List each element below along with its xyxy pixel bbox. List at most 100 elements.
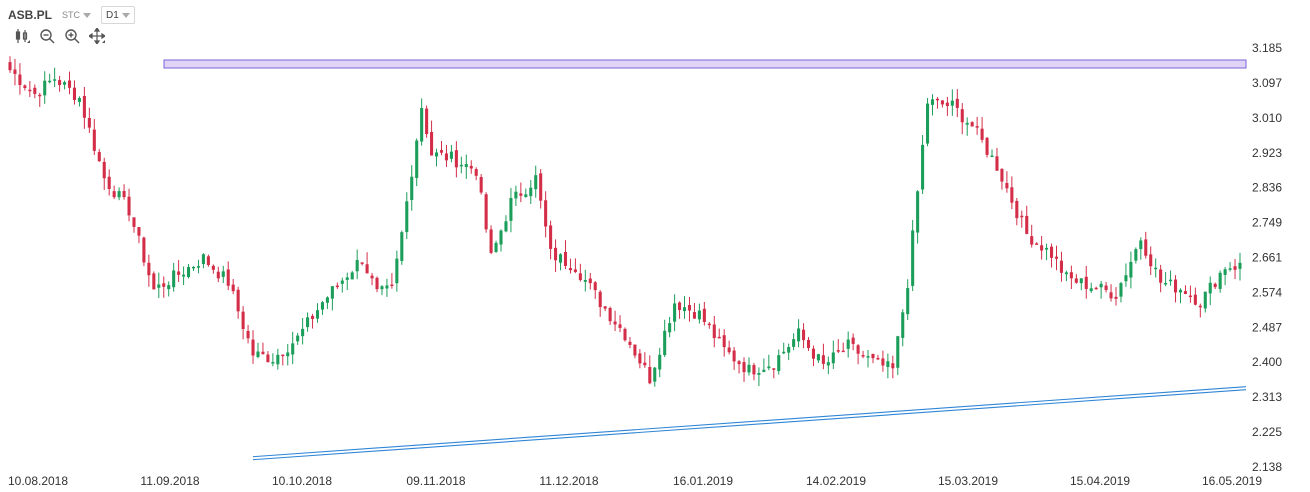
candle-down: [1233, 259, 1237, 280]
data-source-select[interactable]: STC: [58, 9, 95, 21]
candle-down: [608, 306, 612, 325]
candle-up: [767, 354, 771, 371]
candle-body: [201, 254, 205, 265]
date-tick-label: 16.05.2019: [1202, 474, 1262, 488]
candle-body: [995, 156, 999, 171]
zoom-in-icon[interactable]: [64, 28, 80, 44]
candle-down: [38, 92, 42, 107]
price-tick-label: 2.661: [1252, 251, 1282, 265]
candle-up: [405, 192, 409, 240]
candle-body: [226, 269, 230, 286]
candle-body: [1059, 260, 1063, 273]
candle-body: [370, 275, 374, 279]
candle-body: [752, 365, 756, 375]
candle-body: [1188, 295, 1192, 298]
candle-down: [1054, 245, 1059, 271]
candle-body: [266, 354, 270, 363]
candle-body: [554, 247, 558, 261]
candle-down: [430, 120, 434, 156]
price-tick-label: 3.097: [1252, 76, 1282, 90]
candle-down: [97, 149, 101, 162]
candle-up: [529, 180, 533, 204]
candle-up: [1203, 291, 1207, 313]
candle-body: [1173, 279, 1178, 293]
candle-body: [881, 358, 885, 366]
candle-up: [1064, 270, 1068, 282]
candlestick-type-icon[interactable]: [14, 28, 30, 44]
candle-up: [697, 303, 701, 324]
candle-body: [891, 363, 895, 369]
candle-down: [102, 157, 106, 190]
candle-down: [137, 227, 141, 244]
candle-up: [1169, 270, 1173, 286]
candle-body: [191, 266, 196, 269]
candle-body: [231, 284, 235, 292]
candle-up: [187, 264, 191, 279]
candle-body: [380, 286, 384, 290]
candle-up: [271, 353, 275, 367]
candle-down: [638, 349, 642, 369]
candle-down: [87, 107, 91, 133]
candle-body: [945, 102, 949, 107]
candle-down: [1188, 285, 1192, 303]
candle-up: [1178, 288, 1183, 304]
pan-move-icon[interactable]: [89, 28, 105, 44]
candle-down: [519, 182, 523, 203]
candle-body: [1015, 201, 1019, 219]
candle-down: [578, 263, 582, 282]
candle-up: [930, 94, 935, 116]
candle-body: [1109, 292, 1113, 299]
candle-body: [405, 201, 409, 233]
candle-body: [464, 164, 468, 168]
candle-up: [276, 348, 280, 370]
candle-body: [58, 80, 62, 86]
candle-body: [1010, 187, 1014, 203]
candle-down: [861, 350, 865, 359]
candle-body: [459, 164, 463, 167]
candle-down: [975, 116, 979, 135]
date-tick-label: 11.12.2018: [539, 474, 598, 488]
candle-body: [355, 260, 359, 272]
candle-down: [489, 225, 493, 255]
interval-select[interactable]: D1: [101, 6, 135, 24]
price-tick-label: 2.225: [1252, 425, 1282, 439]
candle-body: [930, 99, 935, 105]
candle-body: [276, 354, 280, 365]
candle-body: [722, 335, 726, 348]
price-tick-label: 2.400: [1252, 355, 1282, 369]
candle-down: [152, 271, 156, 290]
candle-down: [985, 137, 989, 158]
candle-body: [1124, 275, 1128, 282]
candle-body: [72, 87, 77, 100]
candle-down: [211, 264, 215, 274]
candle-body: [162, 283, 166, 287]
candle-down: [72, 80, 77, 105]
candle-body: [157, 284, 161, 288]
candle-body: [489, 229, 493, 253]
candle-body: [866, 356, 870, 358]
candle-down: [1084, 265, 1088, 299]
candle-down: [360, 262, 364, 266]
candle-body: [583, 279, 587, 282]
candle-up: [395, 250, 399, 292]
candle-down: [281, 354, 285, 366]
candle-down: [871, 353, 875, 364]
price-tick-label: 3.185: [1252, 41, 1282, 55]
candle-up: [53, 67, 57, 88]
candle-body: [960, 109, 964, 123]
candle-up: [157, 272, 161, 298]
zoom-out-icon[interactable]: [39, 28, 55, 44]
candle-down: [142, 236, 146, 267]
candle-down: [613, 310, 617, 332]
candle-down: [935, 97, 939, 109]
candle-up: [663, 319, 667, 358]
candle-down: [479, 174, 483, 195]
candle-body: [92, 129, 96, 151]
candle-down: [707, 321, 711, 329]
candle-down: [127, 188, 131, 222]
candle-body: [737, 361, 741, 365]
candle-body: [296, 335, 300, 342]
candle-down: [1000, 168, 1004, 190]
candle-body: [350, 272, 354, 280]
